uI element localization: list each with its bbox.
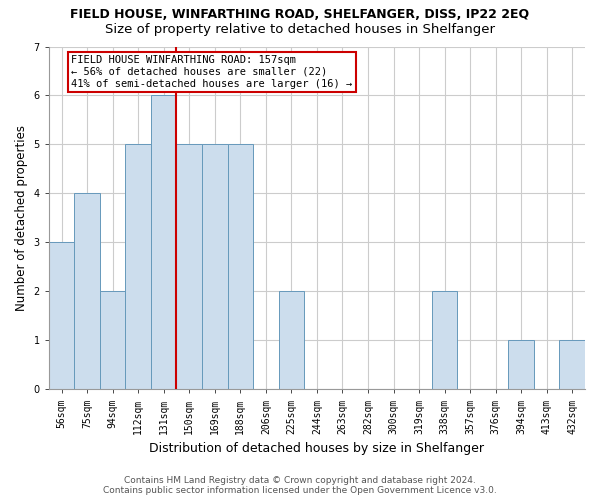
Y-axis label: Number of detached properties: Number of detached properties [15,125,28,311]
Bar [432,292,457,390]
Text: Size of property relative to detached houses in Shelfanger: Size of property relative to detached ho… [105,22,495,36]
Bar [508,340,534,390]
X-axis label: Distribution of detached houses by size in Shelfanger: Distribution of detached houses by size … [149,442,484,455]
Text: FIELD HOUSE, WINFARTHING ROAD, SHELFANGER, DISS, IP22 2EQ: FIELD HOUSE, WINFARTHING ROAD, SHELFANGE… [70,8,530,20]
Bar [125,144,151,390]
Bar [100,292,125,390]
Bar [74,194,100,390]
Text: Contains HM Land Registry data © Crown copyright and database right 2024.
Contai: Contains HM Land Registry data © Crown c… [103,476,497,495]
Text: FIELD HOUSE WINFARTHING ROAD: 157sqm
← 56% of detached houses are smaller (22)
4: FIELD HOUSE WINFARTHING ROAD: 157sqm ← 5… [71,56,353,88]
Bar [278,292,304,390]
Bar [559,340,585,390]
Bar [227,144,253,390]
Bar [176,144,202,390]
Bar [49,242,74,390]
Bar [151,96,176,390]
Bar [202,144,227,390]
